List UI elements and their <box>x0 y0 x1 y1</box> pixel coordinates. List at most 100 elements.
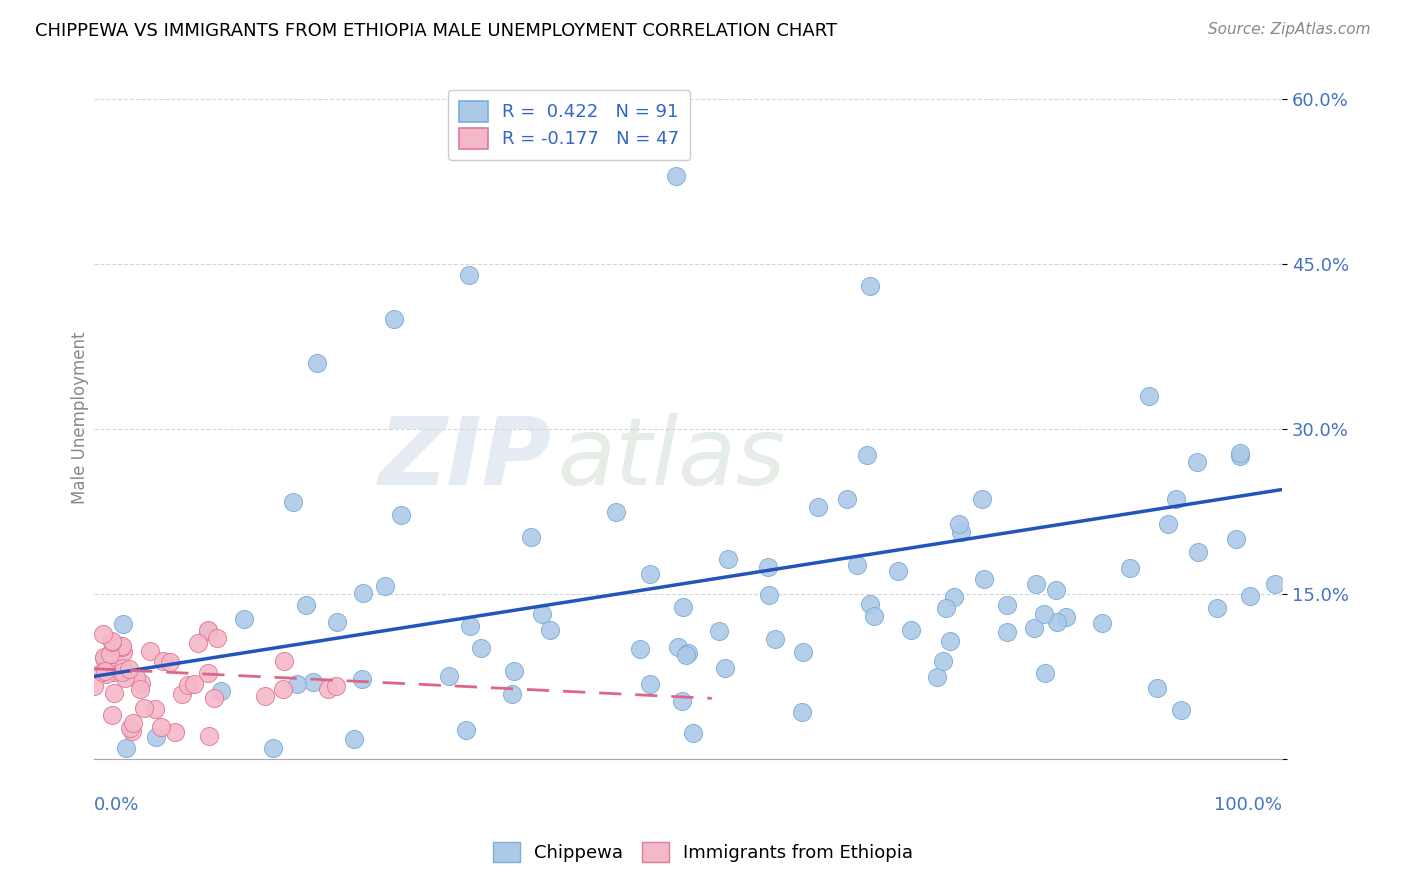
Point <box>887 564 910 578</box>
Point <box>859 597 882 611</box>
Point <box>519 530 541 544</box>
Point <box>93 651 115 665</box>
Point <box>83 679 105 693</box>
Point <box>935 601 957 615</box>
Point <box>283 495 305 509</box>
Point <box>197 623 219 637</box>
Point <box>859 279 882 293</box>
Point <box>205 632 228 646</box>
Point <box>538 623 561 637</box>
Text: ZIP: ZIP <box>378 413 551 505</box>
Point <box>111 661 134 675</box>
Point <box>145 730 167 744</box>
Point <box>122 716 145 731</box>
Point <box>763 632 786 647</box>
Point <box>501 687 523 701</box>
Point <box>1264 577 1286 591</box>
Point <box>454 723 477 737</box>
Point <box>232 612 254 626</box>
Point <box>163 725 186 739</box>
Point <box>262 740 284 755</box>
Point <box>678 646 700 660</box>
Point <box>326 615 349 630</box>
Point <box>605 505 627 519</box>
Point <box>374 579 396 593</box>
Point <box>1170 703 1192 717</box>
Point <box>94 667 117 681</box>
Point <box>931 654 953 668</box>
Point <box>1022 621 1045 635</box>
Point <box>1033 666 1056 681</box>
Point <box>103 665 125 680</box>
Point <box>638 566 661 581</box>
Point <box>792 645 814 659</box>
Point <box>177 678 200 692</box>
Point <box>110 640 132 654</box>
Point <box>856 448 879 462</box>
Point <box>628 642 651 657</box>
Point <box>948 516 970 531</box>
Point <box>325 679 347 693</box>
Point <box>939 634 962 648</box>
Legend: Chippewa, Immigrants from Ethiopia: Chippewa, Immigrants from Ethiopia <box>485 834 921 870</box>
Point <box>790 705 813 719</box>
Point <box>949 524 972 539</box>
Point <box>129 676 152 690</box>
Point <box>457 268 479 283</box>
Point <box>118 662 141 676</box>
Point <box>458 619 481 633</box>
Point <box>129 682 152 697</box>
Point <box>531 607 554 622</box>
Point <box>666 640 689 654</box>
Point <box>995 624 1018 639</box>
Point <box>1032 607 1054 621</box>
Point <box>682 726 704 740</box>
Point <box>152 654 174 668</box>
Point <box>1091 615 1114 630</box>
Point <box>382 312 405 326</box>
Point <box>197 665 219 680</box>
Point <box>758 588 780 602</box>
Point <box>437 669 460 683</box>
Point <box>714 661 737 675</box>
Point <box>671 693 693 707</box>
Point <box>91 665 114 679</box>
Point <box>1229 449 1251 463</box>
Point <box>1166 492 1188 507</box>
Text: CHIPPEWA VS IMMIGRANTS FROM ETHIOPIA MALE UNEMPLOYMENT CORRELATION CHART: CHIPPEWA VS IMMIGRANTS FROM ETHIOPIA MAL… <box>35 22 838 40</box>
Point <box>183 676 205 690</box>
Point <box>316 682 339 697</box>
Point <box>132 701 155 715</box>
Point <box>925 670 948 684</box>
Point <box>995 598 1018 612</box>
Point <box>271 682 294 697</box>
Point <box>101 708 124 723</box>
Point <box>93 649 115 664</box>
Point <box>1025 577 1047 591</box>
Point <box>285 677 308 691</box>
Point <box>1054 609 1077 624</box>
Text: 0.0%: 0.0% <box>94 797 139 814</box>
Point <box>197 624 219 638</box>
Point <box>125 670 148 684</box>
Point <box>93 665 115 679</box>
Point <box>675 648 697 662</box>
Text: Source: ZipAtlas.com: Source: ZipAtlas.com <box>1208 22 1371 37</box>
Point <box>253 689 276 703</box>
Y-axis label: Male Unemployment: Male Unemployment <box>72 332 89 504</box>
Point <box>103 686 125 700</box>
Point <box>307 356 329 370</box>
Point <box>1239 589 1261 603</box>
Point <box>150 720 173 734</box>
Point <box>758 559 780 574</box>
Point <box>273 654 295 668</box>
Point <box>671 600 693 615</box>
Point <box>1185 455 1208 469</box>
Point <box>112 617 135 632</box>
Point <box>638 677 661 691</box>
Point <box>100 633 122 648</box>
Point <box>665 169 688 184</box>
Point <box>1225 533 1247 547</box>
Point <box>1156 516 1178 531</box>
Point <box>294 599 316 613</box>
